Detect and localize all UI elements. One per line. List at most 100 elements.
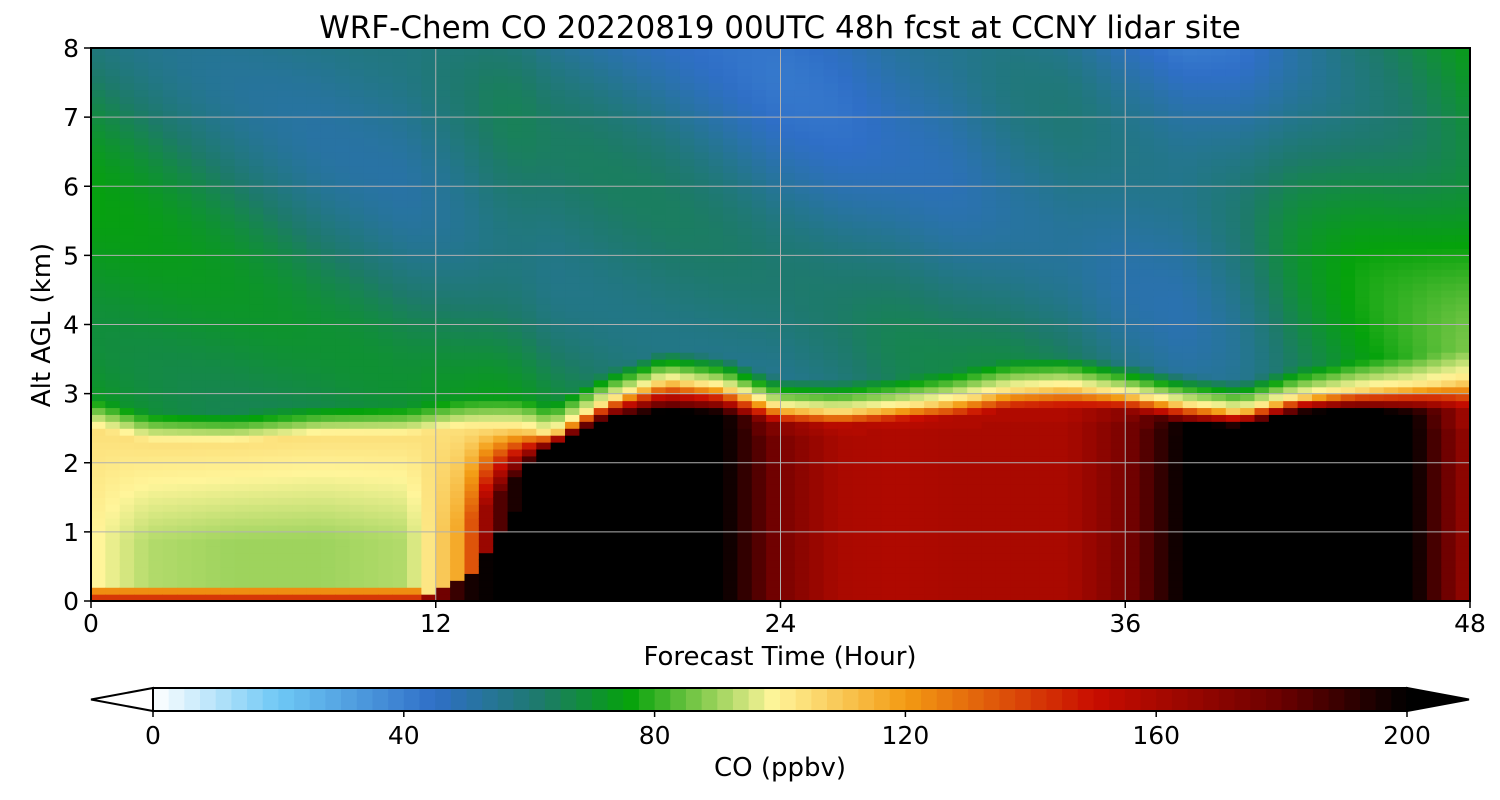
- field-cell: [679, 531, 695, 540]
- field-cell: [608, 289, 624, 298]
- field-cell: [91, 276, 106, 284]
- field-cell: [823, 89, 839, 97]
- field-cell: [938, 130, 954, 139]
- field-cell: [435, 359, 451, 367]
- field-cell: [794, 490, 810, 498]
- field-cell: [220, 393, 236, 402]
- field-cell: [263, 462, 279, 471]
- field-cell: [938, 573, 954, 581]
- field-cell: [407, 289, 422, 298]
- field-cell: [665, 324, 681, 333]
- field-cell: [751, 573, 767, 581]
- field-cell: [780, 117, 796, 125]
- field-cell: [507, 469, 523, 478]
- field-cell: [924, 200, 940, 208]
- field-cell: [608, 151, 624, 160]
- field-cell: [766, 559, 782, 568]
- field-cell: [277, 379, 293, 388]
- field-cell: [263, 587, 279, 595]
- field-cell: [91, 124, 106, 132]
- field-cell: [320, 289, 336, 298]
- field-cell: [565, 393, 580, 402]
- field-cell: [636, 414, 652, 422]
- field-cell: [478, 566, 494, 574]
- field-cell: [952, 248, 968, 256]
- field-cell: [751, 289, 767, 298]
- field-cell: [622, 48, 638, 56]
- field-cell: [277, 130, 293, 139]
- field-cell: [751, 262, 767, 270]
- field-cell: [521, 559, 537, 568]
- field-cell: [593, 573, 609, 581]
- field-cell: [134, 386, 150, 395]
- field-cell: [579, 110, 595, 118]
- field-cell: [909, 365, 925, 374]
- field-cell: [134, 213, 150, 222]
- field-cell: [751, 414, 767, 422]
- field-cell: [909, 317, 925, 326]
- field-cell: [105, 504, 121, 512]
- field-cell: [809, 435, 825, 443]
- field-cell: [378, 552, 394, 561]
- field-cell: [837, 331, 853, 339]
- field-cell: [809, 186, 825, 194]
- field-cell: [679, 442, 695, 450]
- field-cell: [866, 324, 882, 333]
- field-cell: [320, 407, 336, 415]
- field-cell: [694, 151, 710, 160]
- field-cell: [665, 442, 681, 450]
- field-cell: [967, 580, 983, 588]
- field-cell: [881, 137, 897, 146]
- field-cell: [349, 255, 365, 263]
- field-cell: [205, 372, 221, 381]
- field-cell: [579, 504, 595, 512]
- field-cell: [593, 317, 609, 326]
- field-cell: [507, 103, 523, 111]
- field-cell: [292, 303, 308, 312]
- field-cell: [952, 227, 968, 236]
- field-cell: [478, 587, 494, 595]
- field-cell: [292, 414, 308, 422]
- field-cell: [679, 573, 695, 581]
- field-cell: [263, 103, 279, 111]
- field-cell: [407, 421, 422, 429]
- field-cell: [148, 524, 164, 533]
- field-cell: [938, 283, 954, 291]
- field-cell: [119, 310, 135, 319]
- field-cell: [823, 68, 839, 77]
- field-cell: [952, 110, 968, 118]
- field-cell: [177, 518, 193, 526]
- field-cell: [335, 130, 351, 139]
- field-cell: [493, 283, 509, 291]
- field-cell: [852, 428, 868, 436]
- field-cell: [119, 54, 135, 63]
- field-cell: [507, 179, 523, 187]
- field-cell: [866, 220, 882, 229]
- field-cell: [450, 497, 466, 505]
- field-cell: [636, 469, 652, 478]
- field-cell: [823, 144, 839, 153]
- field-cell: [507, 476, 523, 485]
- field-cell: [593, 296, 609, 305]
- field-cell: [866, 442, 882, 450]
- field-cell: [679, 193, 695, 201]
- field-cell: [234, 82, 250, 91]
- field-cell: [809, 310, 825, 319]
- field-cell: [952, 386, 968, 395]
- field-cell: [205, 490, 221, 498]
- field-cell: [134, 276, 150, 284]
- field-cell: [220, 110, 236, 118]
- field-cell: [837, 573, 853, 581]
- field-cell: [134, 137, 150, 146]
- field-cell: [435, 82, 451, 91]
- field-cell: [493, 552, 509, 561]
- field-cell: [205, 524, 221, 533]
- field-cell: [521, 566, 537, 574]
- field-cell: [909, 524, 925, 533]
- field-cell: [435, 545, 451, 554]
- field-cell: [924, 400, 940, 409]
- field-cell: [478, 428, 494, 436]
- field-cell: [536, 587, 552, 595]
- field-cell: [579, 269, 595, 277]
